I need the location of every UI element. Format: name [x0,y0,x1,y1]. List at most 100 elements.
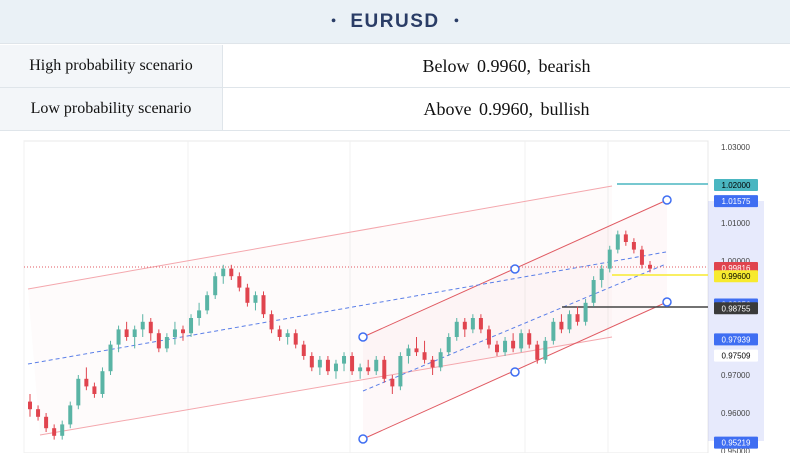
candle-body [229,268,234,277]
candle-body [350,356,355,372]
candle-body [116,329,121,345]
candle-body [52,428,57,436]
candle-body [567,314,572,330]
price-tag-label: 0.99600 [722,272,751,281]
price-tag-label: 1.01575 [722,197,751,206]
candle-body [301,344,306,356]
candlestick-chart[interactable]: 1.03000 1.01000 1.00000 0.97000 0.96000 0.950… [0,131,790,453]
bullet-right: • [453,12,460,30]
candle-body [342,356,347,364]
candle-body [68,405,73,425]
outer-channel-area [28,186,612,435]
candle-body [76,378,81,406]
candle-body [543,340,548,360]
dashed-inner-line [362,263,667,392]
price-tag-bg [714,436,758,449]
candle-body [486,329,491,345]
price-tag-bg [714,179,758,191]
bullet-left: • [330,12,337,30]
scenario-table: High probability scenario Below 0.9960, … [0,45,790,131]
lower-outer-channel-line [39,336,613,436]
price-tag-bg [714,333,758,346]
candle-body [100,371,105,394]
candle-body [156,333,161,349]
candle-body [261,295,266,315]
y-tick-label: 0.96000 [721,409,750,418]
candle-body [189,318,194,334]
price-tag-label: 0.98755 [722,304,751,313]
candle-body [237,276,242,288]
candle-body [221,268,226,277]
channel-lines [24,183,764,444]
candle-body [205,295,210,311]
candle-body [438,352,443,368]
candle-body [575,314,580,322]
price-tag-label: 0.99816 [722,264,751,273]
upper-outer-channel-line [27,185,613,290]
candle-body [309,356,314,368]
candle-body [382,359,387,379]
candle-body [148,321,153,334]
price-tag-label: 0.95219 [722,439,751,448]
candle-body [591,280,596,303]
candle-body [245,287,250,303]
price-tag-bg [714,349,758,362]
candle-body [132,329,137,337]
candle-body [398,356,403,387]
y-tick-label: 1.03000 [721,143,750,152]
candle-body [333,363,338,372]
y-tick-label: 0.95000 [721,447,750,453]
candle-body [84,378,89,387]
candle-body [519,333,524,349]
anchor-handle [358,434,368,444]
price-tag-bg [714,195,758,208]
candle-body [511,340,516,349]
y-tick-label: 1.00000 [721,257,750,266]
y-tick-label: 1.01000 [721,219,750,228]
candle-body [28,401,32,410]
candle-body [551,321,556,341]
price-tags: 1.020001.015750.998160.996000.988560.987… [714,179,758,449]
price-tag-bg [714,270,758,283]
candle-body [269,314,274,330]
candle-body [470,318,475,330]
price-tag-bg [714,302,758,315]
candle-body [253,295,258,303]
price-tag-label: 0.97939 [722,335,751,344]
header-bar: • EURUSD • [0,0,790,44]
candle-body [430,359,435,368]
candle-body [374,359,379,372]
candle-body [648,264,652,269]
candle-body [446,337,451,353]
candle-body [559,321,564,330]
range-highlight [708,201,764,441]
candle-body [164,337,169,349]
candle-body [277,329,282,337]
anchor-handle [662,297,672,307]
scenario-value: Below 0.9960, bearish [422,55,591,76]
anchor-handle [358,332,368,342]
candle-body [639,249,644,265]
price-tag-label: 1.02000 [722,181,751,190]
candle-body [172,329,177,337]
anchor-handle [510,367,520,377]
scenario-label: Low probability scenario [0,88,223,130]
candle-body [615,234,620,250]
candle-body [92,386,97,394]
scenario-value: Above 0.9960, bullish [423,98,590,119]
candle-body [140,321,145,330]
scenario-row-high: High probability scenario Below 0.9960, … [0,45,790,88]
candle-body [108,344,113,372]
candle-body [390,378,395,387]
candle-body [325,359,330,372]
candle-body [36,409,41,417]
price-axis: 1.03000 1.01000 1.00000 0.97000 0.96000 0.950… [721,143,750,453]
candle-body [124,329,129,337]
candle-body [60,424,65,436]
price-chart[interactable]: 1.03000 1.01000 1.00000 0.97000 0.96000 0.950… [0,131,790,453]
candle-body [422,352,427,360]
candle-body [623,234,628,242]
channel-area [363,200,667,439]
candle-body [358,367,363,372]
candle-body [44,416,49,429]
